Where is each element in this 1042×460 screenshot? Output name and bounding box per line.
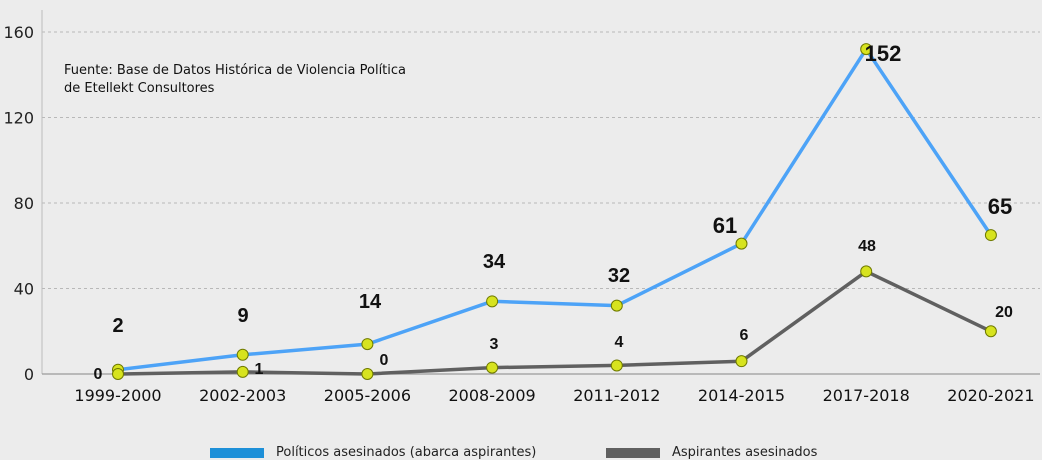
- x-tick-label: 1999-2000: [74, 386, 161, 405]
- data-point: [486, 361, 499, 374]
- data-label: 3: [490, 336, 499, 353]
- data-markers: [112, 43, 997, 380]
- x-tick-label: 2002-2003: [199, 386, 286, 405]
- gridlines: [42, 31, 1040, 289]
- data-label: 6: [740, 327, 749, 344]
- legend-item-aspirantes: Aspirantes asesinados: [606, 446, 817, 459]
- legend: Políticos asesinados (abarca aspirantes)…: [0, 446, 1042, 460]
- legend-label-politicos: Políticos asesinados (abarca aspirantes): [276, 445, 537, 460]
- data-label: 65: [988, 194, 1012, 219]
- data-label: 0: [94, 366, 103, 383]
- y-tick-label: 160: [3, 23, 34, 42]
- source-note-line-2: de Etellekt Consultores: [64, 81, 215, 96]
- series-line-politicos: [117, 47, 993, 372]
- data-point: [236, 365, 249, 378]
- data-label: 20: [995, 304, 1013, 321]
- data-point: [984, 325, 997, 338]
- data-label: 9: [237, 305, 248, 327]
- data-point: [860, 265, 873, 278]
- y-tick-label: 40: [14, 280, 34, 299]
- data-label: 48: [858, 238, 876, 255]
- y-tick-label: 80: [14, 194, 34, 213]
- data-point: [860, 43, 873, 56]
- data-point: [610, 359, 623, 372]
- data-label: 61: [713, 213, 737, 238]
- x-tick-label: 2011-2012: [573, 386, 660, 405]
- data-point: [735, 355, 748, 368]
- data-point: [735, 237, 748, 250]
- data-label: 4: [615, 334, 624, 351]
- y-tick-labels: 0 40 80 120 160: [3, 23, 34, 384]
- x-tick-label: 2008-2009: [448, 386, 535, 405]
- data-point: [361, 368, 374, 380]
- legend-item-politicos: Políticos asesinados (abarca aspirantes): [210, 446, 536, 459]
- data-label: 14: [359, 291, 382, 313]
- data-point: [236, 348, 249, 361]
- data-label: 34: [483, 251, 506, 273]
- data-label: 0: [380, 352, 389, 369]
- data-point: [610, 299, 623, 312]
- legend-swatch-aspirantes: [606, 447, 660, 458]
- y-tick-label: 120: [3, 109, 34, 128]
- x-tick-labels: 1999-2000 2002-2003 2005-2006 2008-2009 2011…: [74, 386, 1034, 405]
- series-lines: [117, 47, 993, 376]
- x-tick-label: 2005-2006: [324, 386, 411, 405]
- series-line-aspirantes: [117, 269, 992, 376]
- data-label: 152: [865, 41, 902, 66]
- legend-swatch-politicos: [210, 447, 264, 458]
- legend-label-aspirantes: Aspirantes asesinados: [672, 445, 818, 460]
- data-label: 1: [255, 361, 264, 378]
- source-note: Fuente: Base de Datos Histórica de Viole…: [64, 62, 406, 98]
- data-point: [984, 229, 997, 242]
- data-label: 32: [608, 265, 630, 287]
- x-tick-label: 2020-2021: [947, 386, 1034, 405]
- data-label: 2: [112, 315, 123, 337]
- x-tick-label: 2014-2015: [698, 386, 785, 405]
- data-point: [112, 368, 124, 380]
- x-tick-label: 2017-2018: [823, 386, 910, 405]
- data-point: [361, 338, 374, 351]
- data-point: [486, 295, 499, 308]
- source-note-line-1: Fuente: Base de Datos Histórica de Viole…: [64, 63, 407, 78]
- y-tick-label: 0: [24, 365, 34, 384]
